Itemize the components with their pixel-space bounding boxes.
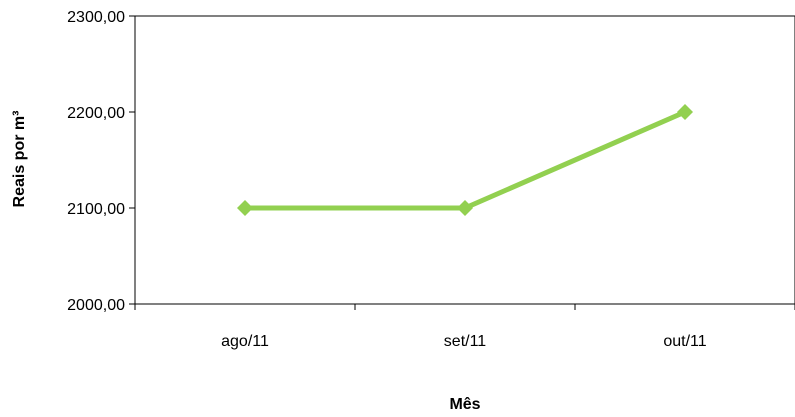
y-axis-title: Reais por m³ xyxy=(11,111,28,208)
x-axis-title: Mês xyxy=(449,396,480,413)
data-point-marker xyxy=(237,200,253,216)
data-point-marker xyxy=(457,200,473,216)
plot-area xyxy=(134,15,795,305)
series-line xyxy=(242,109,688,211)
x-tick-label: set/11 xyxy=(444,333,487,350)
y-tick-label: 2300,00 xyxy=(67,9,125,26)
x-axis: ago/11 set/11 out/11 xyxy=(134,304,795,350)
y-tick-label: 2000,00 xyxy=(67,297,125,314)
series-group xyxy=(237,104,693,216)
y-tick-label: 2200,00 xyxy=(67,105,125,122)
y-tick-label: 2100,00 xyxy=(67,201,125,218)
data-point-marker xyxy=(677,104,693,120)
x-tick-label: ago/11 xyxy=(221,333,269,350)
y-axis: 2000,00 2100,00 2200,00 2300,00 xyxy=(67,9,135,314)
x-tick-label: out/11 xyxy=(663,333,706,350)
